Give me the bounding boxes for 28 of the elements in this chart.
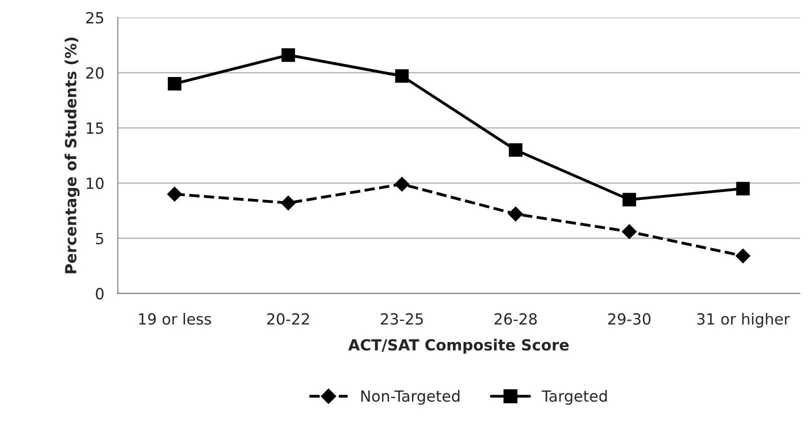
y-tick-label: 25 [86,12,104,24]
x-tick-label: 19 or less [139,312,212,325]
point [622,224,637,240]
y-tick-label: 5 [96,232,104,244]
point [394,176,410,192]
point [508,143,522,157]
legend-label: Non-Targeted [361,390,460,405]
y-tick-label: 15 [86,122,104,134]
y-tick-label: 0 [96,288,104,300]
point [395,69,409,83]
point [167,186,182,202]
x-tick-label: 31 or higher [697,312,790,328]
x-tick-label: 20-22 [267,313,309,325]
point [736,182,750,196]
point [736,248,750,264]
point [281,48,296,62]
y-tick-label: 20 [86,67,104,79]
legend-label: Targeted [542,390,607,405]
point [168,76,182,91]
y-tick-label: 10 [86,178,104,190]
x-tick-label: 29-30 [608,313,650,325]
point [622,192,636,206]
x-tick-label: 26-28 [494,313,537,325]
point [508,206,524,222]
y-axis-title: Percentage of Students (%) [64,38,80,274]
point [280,196,296,210]
x-axis-title: ACT/SAT Composite Score [348,338,569,354]
x-tick-label: 23-25 [380,313,423,325]
